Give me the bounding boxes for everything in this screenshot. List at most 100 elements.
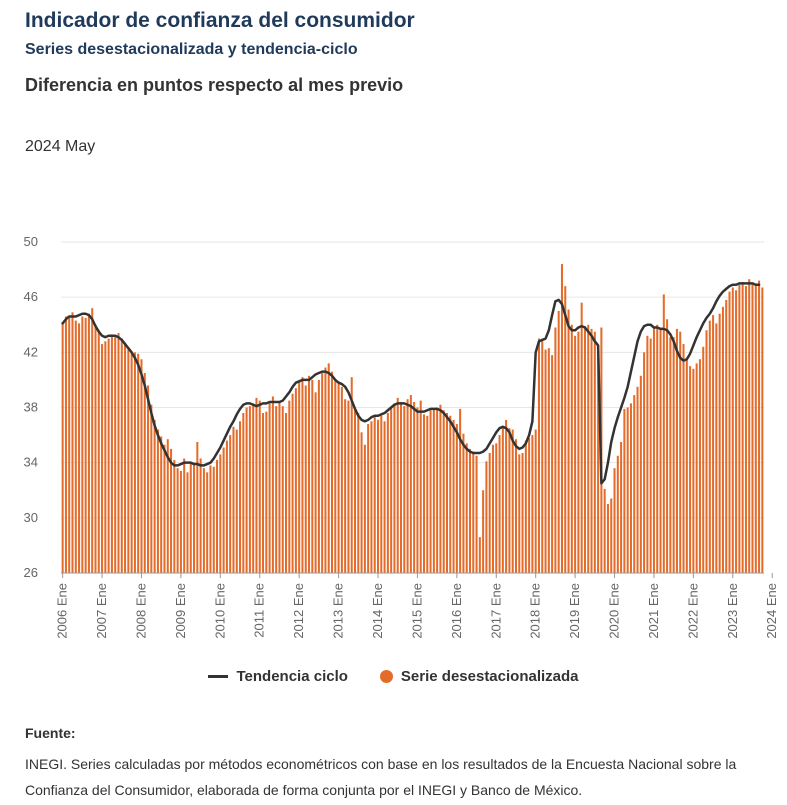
bar[interactable]	[593, 331, 596, 573]
bar[interactable]	[534, 429, 537, 573]
bar[interactable]	[445, 413, 449, 573]
bar[interactable]	[347, 400, 350, 573]
bar[interactable]	[124, 342, 127, 573]
bar[interactable]	[71, 312, 74, 573]
bar[interactable]	[117, 333, 120, 573]
bar[interactable]	[403, 406, 406, 573]
bar[interactable]	[682, 344, 685, 573]
bar[interactable]	[373, 415, 376, 573]
bar[interactable]	[196, 441, 199, 573]
bar[interactable]	[468, 448, 472, 573]
bar[interactable]	[340, 386, 343, 573]
bar[interactable]	[216, 459, 219, 573]
bar[interactable]	[84, 317, 87, 573]
legend-item-trend[interactable]: Tendencia ciclo	[208, 668, 348, 685]
bar[interactable]	[376, 419, 380, 573]
bar[interactable]	[636, 386, 639, 573]
bar[interactable]	[147, 385, 150, 573]
bar[interactable]	[337, 381, 340, 573]
bar[interactable]	[583, 326, 586, 573]
bar[interactable]	[472, 451, 475, 573]
bar[interactable]	[399, 401, 403, 573]
bar[interactable]	[751, 283, 754, 573]
bar[interactable]	[183, 458, 186, 573]
bar[interactable]	[485, 461, 488, 573]
bar[interactable]	[255, 397, 258, 573]
bar[interactable]	[524, 440, 527, 573]
bar[interactable]	[101, 344, 104, 573]
bar[interactable]	[357, 413, 360, 573]
bar[interactable]	[741, 281, 744, 573]
bar[interactable]	[406, 399, 409, 573]
bar[interactable]	[695, 363, 698, 573]
bar[interactable]	[603, 488, 606, 573]
bar[interactable]	[567, 309, 570, 573]
bar[interactable]	[127, 349, 130, 573]
bar[interactable]	[104, 341, 107, 573]
bar[interactable]	[199, 458, 202, 573]
bar[interactable]	[248, 406, 251, 573]
bar[interactable]	[544, 349, 547, 573]
bar[interactable]	[508, 428, 511, 573]
bar[interactable]	[291, 393, 294, 573]
bar[interactable]	[275, 406, 278, 573]
bar[interactable]	[334, 379, 337, 573]
bar[interactable]	[639, 375, 642, 573]
bar[interactable]	[304, 385, 307, 573]
bar[interactable]	[321, 373, 324, 573]
bar[interactable]	[721, 306, 724, 573]
bar[interactable]	[314, 392, 317, 573]
bar[interactable]	[491, 444, 495, 573]
bar[interactable]	[271, 396, 274, 573]
bar[interactable]	[587, 324, 590, 573]
bar[interactable]	[380, 415, 383, 573]
bar[interactable]	[110, 334, 113, 573]
bar[interactable]	[669, 337, 672, 573]
bar[interactable]	[416, 407, 419, 574]
bar[interactable]	[324, 367, 327, 573]
bar[interactable]	[114, 337, 117, 573]
bar[interactable]	[327, 363, 330, 573]
bar[interactable]	[288, 400, 291, 573]
bar[interactable]	[702, 346, 705, 573]
bar[interactable]	[652, 326, 655, 573]
bar[interactable]	[754, 284, 757, 573]
bar[interactable]	[656, 324, 659, 573]
bar[interactable]	[629, 403, 632, 573]
bar[interactable]	[675, 328, 678, 573]
bar[interactable]	[311, 379, 314, 573]
bar[interactable]	[692, 368, 695, 573]
bar[interactable]	[68, 317, 71, 573]
bar[interactable]	[170, 448, 173, 573]
bar[interactable]	[294, 388, 297, 573]
bar[interactable]	[308, 375, 311, 573]
bar[interactable]	[689, 366, 692, 573]
bar[interactable]	[547, 348, 550, 573]
bar[interactable]	[186, 472, 189, 573]
bar[interactable]	[419, 400, 422, 573]
bar[interactable]	[564, 286, 567, 573]
bar[interactable]	[87, 313, 90, 573]
bar[interactable]	[574, 335, 577, 573]
legend-item-bars[interactable]: Serie desestacionalizada	[379, 668, 579, 685]
bar[interactable]	[712, 315, 715, 573]
bar[interactable]	[150, 404, 153, 573]
bar[interactable]	[363, 444, 366, 573]
bar[interactable]	[265, 411, 268, 573]
bar[interactable]	[501, 428, 504, 573]
bar[interactable]	[698, 359, 701, 573]
bar[interactable]	[541, 341, 544, 573]
bar[interactable]	[353, 408, 357, 573]
bar[interactable]	[744, 286, 747, 573]
bar[interactable]	[163, 444, 166, 573]
bar[interactable]	[140, 359, 143, 573]
bar[interactable]	[160, 436, 163, 573]
bar[interactable]	[465, 443, 468, 573]
bar[interactable]	[518, 454, 521, 573]
bar[interactable]	[317, 379, 320, 573]
bar[interactable]	[560, 264, 563, 573]
bar[interactable]	[360, 432, 363, 573]
bar[interactable]	[179, 470, 182, 573]
bar[interactable]	[557, 310, 560, 573]
bar[interactable]	[758, 280, 761, 573]
